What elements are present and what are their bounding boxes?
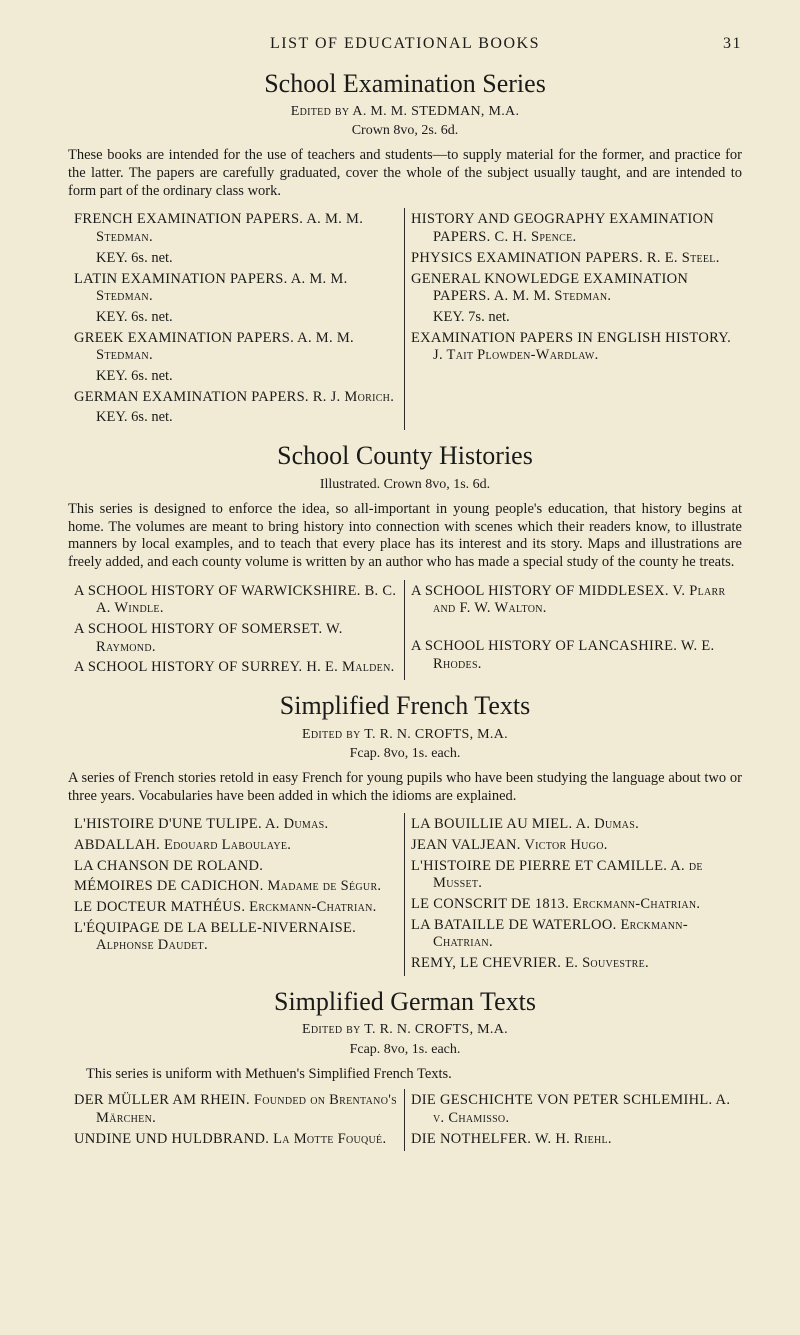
list-item: A SCHOOL HISTORY OF MIDDLESEX. V. Plarr … [411, 583, 736, 618]
list-item-key: KEY. 7s. net. [411, 309, 736, 327]
list-item: DER MÜLLER AM RHEIN. Founded on Brentano… [74, 1092, 398, 1127]
list-item: A SCHOOL HISTORY OF SURREY. H. E. Malden… [74, 659, 398, 677]
exam-col-right: HISTORY AND GEOGRAPHY EXAMINATION PAPERS… [405, 208, 742, 430]
list-item: DIE NOTHELFER. W. H. Riehl. [411, 1131, 736, 1149]
list-item: GREEK EXAMINATION PAPERS. A. M. M. Stedm… [74, 330, 398, 365]
list-item: MÉMOIRES DE CADICHON. Madame de Ségur. [74, 878, 398, 896]
section-title-german: Simplified German Texts [68, 986, 742, 1018]
list-item: REMY, LE CHEVRIER. E. Souvestre. [411, 955, 736, 973]
german-columns: DER MÜLLER AM RHEIN. Founded on Brentano… [68, 1089, 742, 1151]
list-item: PHYSICS EXAMINATION PAPERS. R. E. Steel. [411, 250, 736, 268]
list-item: FRENCH EXAMINATION PAPERS. A. M. M. Sted… [74, 211, 398, 246]
page: LIST OF EDUCATIONAL BOOKS 31 School Exam… [0, 0, 800, 1335]
format-german: Fcap. 8vo, 1s. each. [68, 1041, 742, 1058]
list-item-key: KEY. 6s. net. [74, 309, 398, 327]
list-item: LA BOUILLIE AU MIEL. A. Dumas. [411, 816, 736, 834]
list-item: A SCHOOL HISTORY OF WARWICKSHIRE. B. C. … [74, 583, 398, 618]
french-col-right: LA BOUILLIE AU MIEL. A. Dumas. JEAN VALJ… [405, 813, 742, 976]
note-german: This series is uniform with Methuen's Si… [68, 1066, 742, 1084]
list-item: A SCHOOL HISTORY OF LANCASHIRE. W. E. Rh… [411, 638, 736, 673]
page-number: 31 [714, 34, 742, 54]
county-col-left: A SCHOOL HISTORY OF WARWICKSHIRE. B. C. … [68, 580, 405, 680]
editor-exam: Edited by A. M. M. STEDMAN, M.A. [68, 103, 742, 120]
list-item-key: KEY. 6s. net. [74, 368, 398, 386]
list-item: UNDINE UND HULDBRAND. La Motte Fouqué. [74, 1131, 398, 1149]
running-title: LIST OF EDUCATIONAL BOOKS [96, 34, 714, 54]
list-item: GERMAN EXAMINATION PAPERS. R. J. Morich. [74, 389, 398, 407]
list-item: ABDALLAH. Edouard Laboulaye. [74, 837, 398, 855]
list-item: LA CHANSON DE ROLAND. [74, 858, 398, 876]
list-item: LA BATAILLE DE WATERLOO. Erckmann-Chatri… [411, 917, 736, 952]
county-columns: A SCHOOL HISTORY OF WARWICKSHIRE. B. C. … [68, 580, 742, 680]
editor-french: Edited by T. R. N. CROFTS, M.A. [68, 726, 742, 743]
section-title-county: School County Histories [68, 440, 742, 472]
intro-county: This series is designed to enforce the i… [68, 501, 742, 572]
list-item: L'HISTOIRE DE PIERRE ET CAMILLE. A. de M… [411, 858, 736, 893]
list-item-key: KEY. 6s. net. [74, 409, 398, 427]
section-title-french: Simplified French Texts [68, 690, 742, 722]
spacer [411, 621, 736, 635]
list-item: DIE GESCHICHTE VON PETER SCHLEMIHL. A. v… [411, 1092, 736, 1127]
exam-columns: FRENCH EXAMINATION PAPERS. A. M. M. Sted… [68, 208, 742, 430]
french-col-left: L'HISTOIRE D'UNE TULIPE. A. Dumas. ABDAL… [68, 813, 405, 976]
list-item: HISTORY AND GEOGRAPHY EXAMINATION PAPERS… [411, 211, 736, 246]
list-item: JEAN VALJEAN. Victor Hugo. [411, 837, 736, 855]
list-item: L'HISTOIRE D'UNE TULIPE. A. Dumas. [74, 816, 398, 834]
intro-exam: These books are intended for the use of … [68, 147, 742, 200]
county-col-right: A SCHOOL HISTORY OF MIDDLESEX. V. Plarr … [405, 580, 742, 680]
editor-german: Edited by T. R. N. CROFTS, M.A. [68, 1021, 742, 1038]
french-columns: L'HISTOIRE D'UNE TULIPE. A. Dumas. ABDAL… [68, 813, 742, 976]
german-col-right: DIE GESCHICHTE VON PETER SCHLEMIHL. A. v… [405, 1089, 742, 1151]
format-county: Illustrated. Crown 8vo, 1s. 6d. [68, 476, 742, 493]
intro-french: A series of French stories retold in eas… [68, 770, 742, 805]
list-item: LE DOCTEUR MATHÉUS. Erckmann-Chatrian. [74, 899, 398, 917]
list-item: LATIN EXAMINATION PAPERS. A. M. M. Stedm… [74, 271, 398, 306]
list-item: LE CONSCRIT DE 1813. Erckmann-Chatrian. [411, 896, 736, 914]
german-col-left: DER MÜLLER AM RHEIN. Founded on Brentano… [68, 1089, 405, 1151]
list-item: A SCHOOL HISTORY OF SOMERSET. W. Raymond… [74, 621, 398, 656]
exam-col-left: FRENCH EXAMINATION PAPERS. A. M. M. Sted… [68, 208, 405, 430]
list-item-key: KEY. 6s. net. [74, 250, 398, 268]
list-item: GENERAL KNOWLEDGE EXAMINATION PAPERS. A.… [411, 271, 736, 306]
running-head: LIST OF EDUCATIONAL BOOKS 31 [68, 34, 742, 54]
format-exam: Crown 8vo, 2s. 6d. [68, 122, 742, 139]
section-title-exam: School Examination Series [68, 68, 742, 100]
list-item: L'ÉQUIPAGE DE LA BELLE-NIVERNAISE. Alpho… [74, 920, 398, 955]
list-item: EXAMINATION PAPERS IN ENGLISH HISTORY. J… [411, 330, 736, 365]
format-french: Fcap. 8vo, 1s. each. [68, 745, 742, 762]
